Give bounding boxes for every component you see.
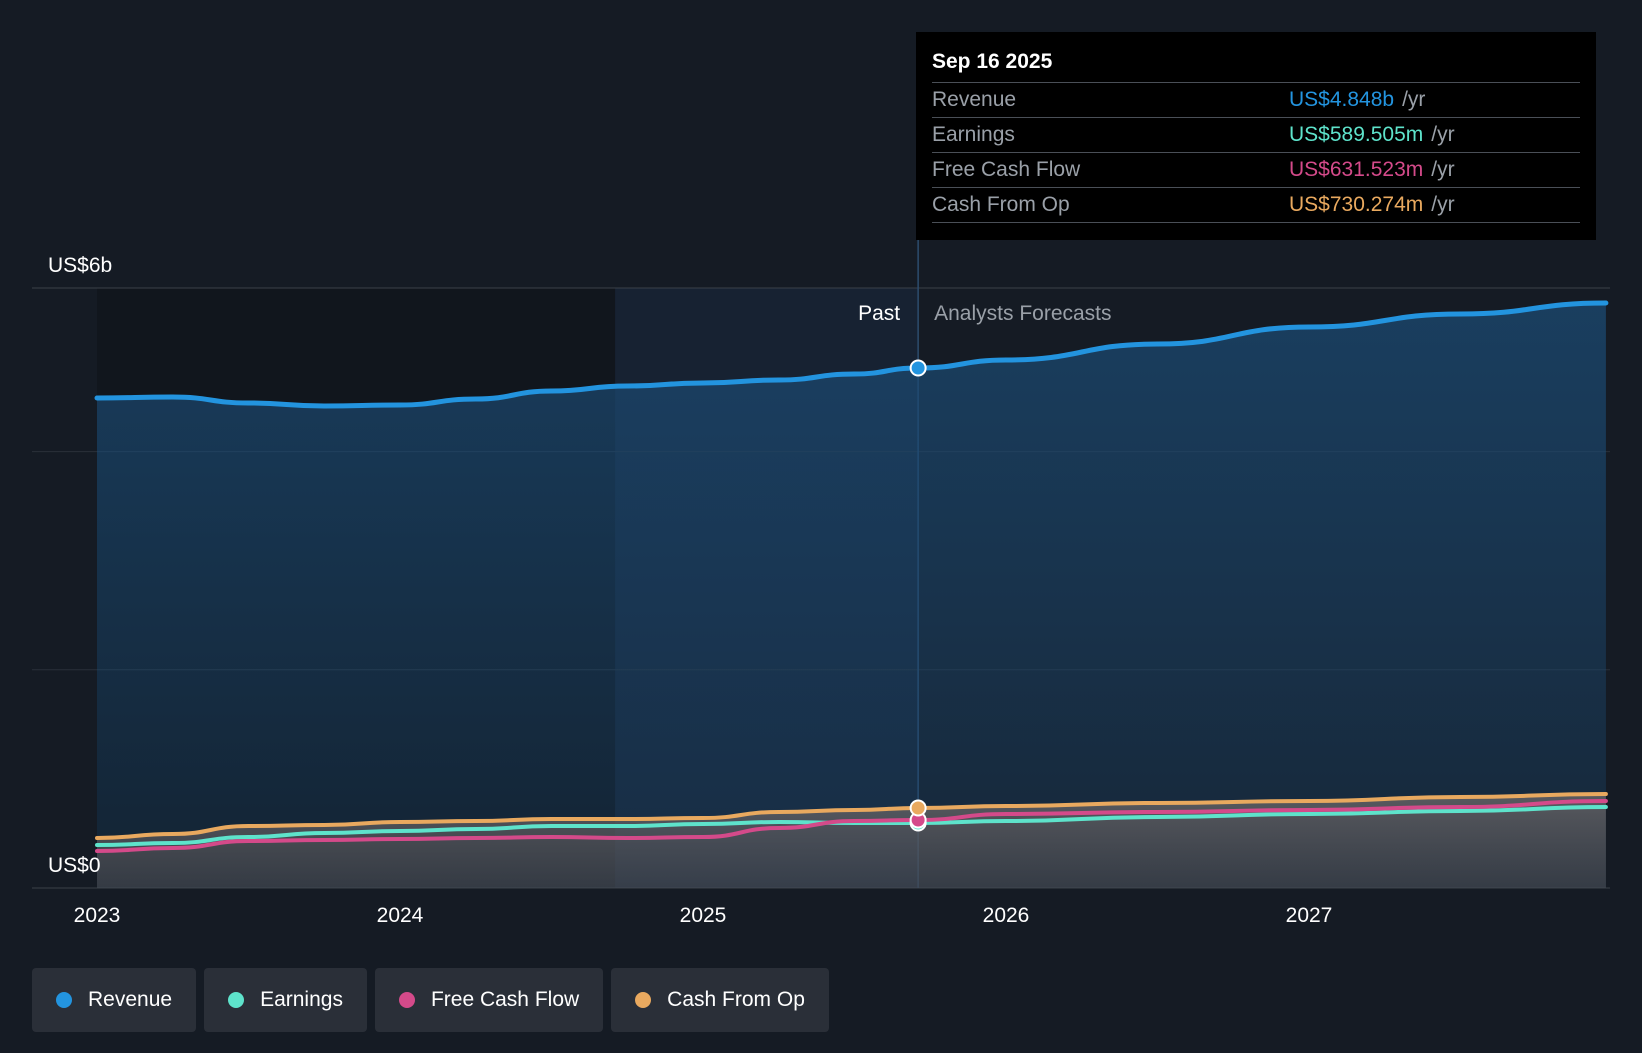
legend-item-earnings[interactable]: Earnings: [204, 968, 367, 1032]
x-tick-label: 2027: [1286, 904, 1333, 927]
tooltip-date: Sep 16 2025: [932, 50, 1053, 73]
tooltip-value: US$589.505m: [1289, 123, 1424, 146]
tooltip-label: Cash From Op: [932, 193, 1070, 216]
tooltip-unit: /yr: [1431, 123, 1455, 146]
x-tick-label: 2025: [680, 904, 727, 927]
tooltip-row-free-cash-flow: Free Cash Flow US$631.523m /yr: [932, 152, 1580, 187]
tooltip-unit: /yr: [1431, 158, 1455, 181]
legend-label: Cash From Op: [667, 988, 805, 1011]
legend: Revenue Earnings Free Cash Flow Cash Fro…: [32, 968, 829, 1032]
tooltip-value: US$631.523m: [1289, 158, 1424, 181]
tooltip: Sep 16 2025 Revenue US$4.848b /yr Earnin…: [916, 32, 1596, 240]
cash-from-op-marker: [909, 799, 927, 817]
x-tick-label: 2026: [983, 904, 1030, 927]
tooltip-value: US$730.274m: [1289, 193, 1424, 216]
tooltip-unit: /yr: [1402, 88, 1426, 111]
revenue-marker: [909, 359, 927, 377]
tooltip-row-revenue: Revenue US$4.848b /yr: [932, 82, 1580, 117]
x-tick-label: 2024: [377, 904, 424, 927]
tooltip-label: Revenue: [932, 88, 1017, 111]
legend-label: Earnings: [260, 988, 343, 1011]
y-axis-top-label: US$6b: [48, 254, 112, 277]
past-label: Past: [858, 302, 900, 325]
legend-label: Revenue: [88, 988, 173, 1011]
forecast-label: Analysts Forecasts: [934, 302, 1111, 325]
legend-dot-icon: [635, 992, 652, 1008]
x-tick-label: 2023: [74, 904, 121, 927]
tooltip-label: Free Cash Flow: [932, 158, 1081, 181]
tooltip-row-earnings: Earnings US$589.505m /yr: [932, 117, 1580, 152]
legend-item-revenue[interactable]: Revenue: [32, 968, 197, 1032]
revenue-area: [97, 303, 1606, 888]
tooltip-value: US$4.848b: [1289, 88, 1395, 111]
tooltip-unit: /yr: [1431, 193, 1455, 216]
legend-dot-icon: [56, 992, 72, 1008]
cash-from-op-line: [95, 792, 1608, 840]
legend-label: Free Cash Flow: [430, 988, 580, 1011]
y-axis-bottom-label: US$0: [48, 854, 101, 877]
legend-item-cash-from-op[interactable]: Cash From Op: [611, 968, 829, 1032]
free-cash-flow-line: [95, 799, 1608, 853]
tooltip-label: Earnings: [932, 123, 1015, 146]
revenue-line: [94, 300, 1609, 409]
earnings-line: [95, 805, 1608, 847]
legend-item-free-cash-flow[interactable]: Free Cash Flow: [374, 968, 604, 1032]
legend-dot-icon: [228, 992, 245, 1008]
tooltip-row-cash-from-op: Cash From Op US$730.274m /yr: [932, 187, 1580, 223]
legend-dot-icon: [398, 992, 415, 1008]
